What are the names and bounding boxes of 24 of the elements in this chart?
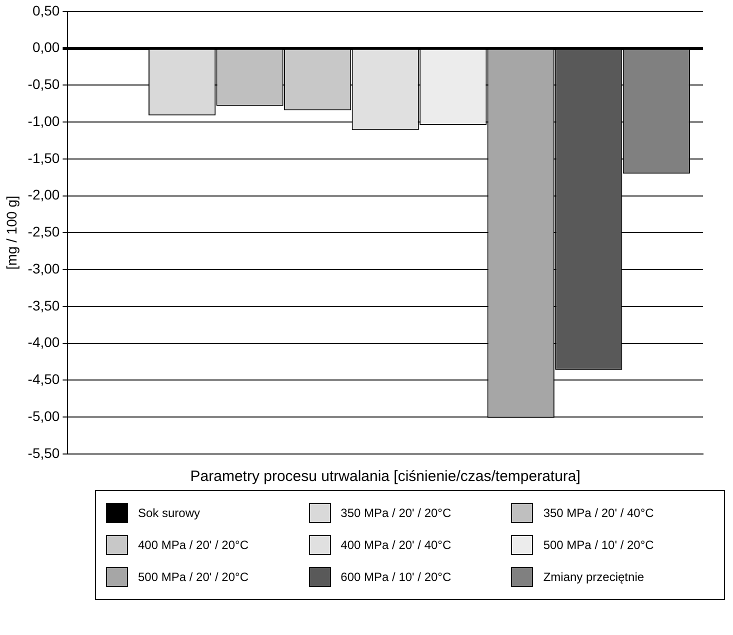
y-tick-label: -2,50 — [28, 224, 60, 240]
legend-label: 400 MPa / 20' / 40°C — [340, 538, 452, 552]
legend-label: 350 MPa / 20' / 40°C — [543, 506, 654, 520]
legend-label: Zmiany przeciętnie — [543, 570, 644, 584]
legend-label: 500 MPa / 10' / 20°C — [543, 538, 654, 552]
legend-label: 400 MPa / 20' / 20°C — [138, 538, 248, 552]
legend-label: Sok surowy — [138, 506, 200, 520]
legend-label: 600 MPa / 10' / 20°C — [340, 570, 452, 584]
y-tick-label: -2,00 — [28, 186, 60, 203]
x-axis-title: Parametry procesu utrwalania [ciśnienie/czas/temperatura] — [190, 468, 580, 486]
y-axis-title: [mg / 100 g] — [3, 196, 20, 270]
y-tick-label: -4,00 — [28, 334, 60, 350]
y-tick-label: -3,50 — [28, 297, 60, 314]
y-tick-label: 0,50 — [32, 2, 60, 18]
y-tick-label: -1,00 — [28, 112, 60, 129]
y-tick-label: -1,50 — [28, 150, 60, 166]
y-tick-label: -4,50 — [28, 371, 60, 388]
y-tick-label: -0,50 — [28, 76, 60, 92]
y-tick-label: -5,00 — [28, 408, 60, 424]
legend-label: 500 MPa / 20' / 20°C — [138, 570, 248, 584]
y-tick-label: 0,00 — [32, 39, 60, 56]
y-tick-label: -5,50 — [28, 444, 60, 461]
legend-label: 350 MPa / 20' / 20°C — [340, 506, 452, 520]
y-tick-label: -3,00 — [28, 260, 60, 276]
